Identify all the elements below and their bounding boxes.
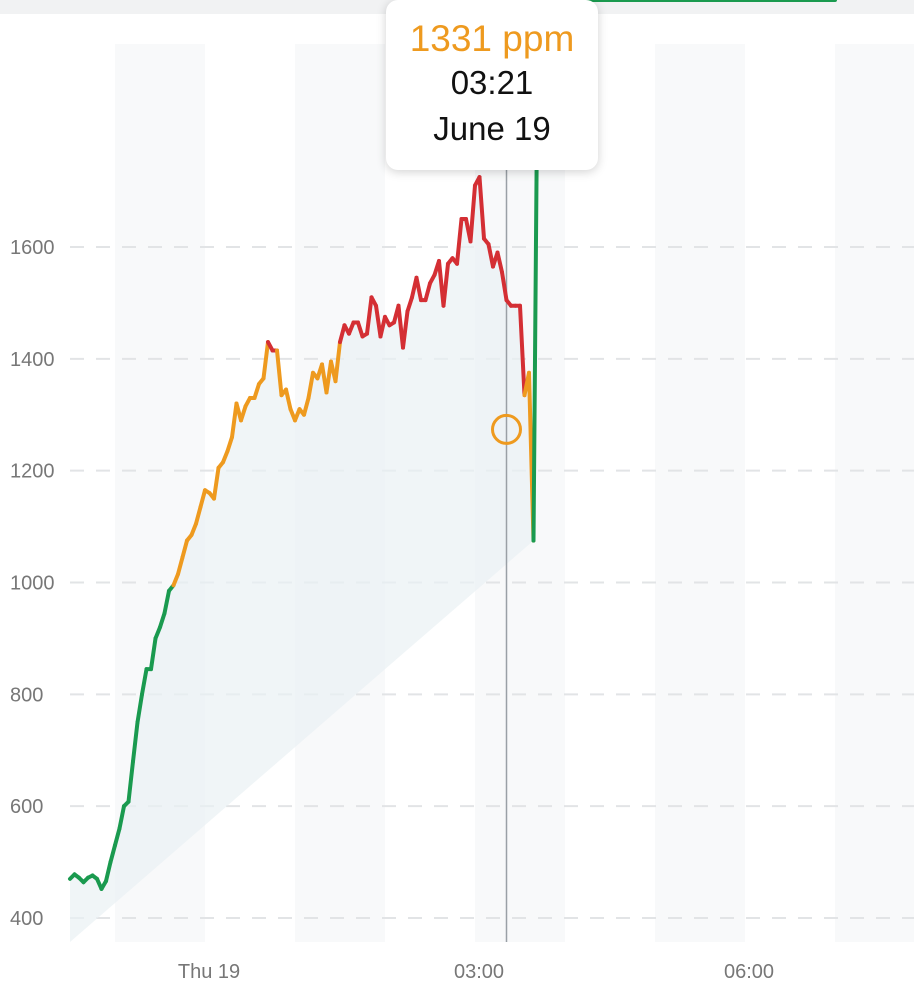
line-segment: [441, 261, 450, 308]
y-tick-label: 400: [10, 908, 43, 930]
line-segment: [401, 309, 410, 350]
tooltip: 1331 ppm 03:21 June 19: [386, 0, 598, 170]
line-segment: [149, 636, 158, 672]
line-segment: [194, 505, 203, 526]
line-segment: [468, 183, 477, 244]
y-tick-label: 600: [10, 796, 43, 818]
x-axis: Thu 19 03:00 06:00: [178, 961, 774, 983]
tooltip-value: 1331 ppm: [409, 18, 575, 59]
tooltip-time: 03:21: [450, 64, 534, 101]
line-segment: [212, 465, 221, 501]
line-segment: [356, 320, 365, 339]
line-segment: [405, 295, 414, 314]
x-tick-label: 03:00: [454, 961, 504, 983]
y-tick-label: 1200: [10, 461, 55, 483]
time-band: [835, 44, 914, 942]
time-band: [655, 44, 745, 942]
line-segment: [104, 860, 113, 884]
line-segment: [333, 340, 342, 384]
highlight-marker: [491, 413, 522, 445]
line-segment: [500, 270, 509, 303]
y-tick-label: 800: [10, 684, 43, 706]
line-segment: [108, 843, 117, 865]
line-segment: [221, 449, 230, 465]
line-segment: [239, 404, 248, 423]
line-segment: [423, 281, 432, 303]
line-segment: [131, 720, 140, 764]
line-segment: [117, 804, 126, 831]
x-tick-label: Thu 19: [178, 961, 240, 983]
line-segment: [455, 217, 464, 266]
line-segment: [176, 555, 185, 577]
tooltip-date: June 19: [433, 110, 551, 147]
line-segment: [113, 826, 122, 848]
line-segment: [230, 401, 239, 440]
line-segment: [180, 538, 189, 560]
y-axis: 400 600 800 1000 1200 1400 1600: [10, 237, 55, 930]
line-segment: [495, 250, 504, 275]
line-segment: [284, 387, 293, 412]
line-segment: [302, 395, 311, 417]
line-segment: [414, 275, 423, 303]
line-segment: [140, 667, 149, 697]
line-segment: [198, 488, 207, 510]
line-segment: [306, 370, 315, 400]
line-segment: [252, 381, 261, 400]
line-segment: [126, 759, 135, 804]
line-segment: [225, 435, 234, 454]
line-segment: [135, 692, 144, 725]
line-segment: [275, 348, 284, 398]
line-segment: [261, 340, 270, 381]
line-segment: [189, 521, 198, 537]
line-segment: [171, 572, 180, 588]
line-segment: [518, 303, 527, 398]
x-tick-label: 06:00: [724, 961, 774, 983]
area-fill: [70, 177, 534, 943]
line-segment: [365, 295, 374, 336]
y-tick-label: 1600: [10, 237, 55, 259]
line-segment: [158, 611, 167, 630]
line-segment: [378, 314, 387, 339]
y-tick-label: 1400: [10, 349, 55, 371]
y-tick-label: 1000: [10, 573, 55, 595]
line-segment: [162, 588, 171, 616]
line-segment: [153, 625, 162, 641]
line-segment: [347, 320, 356, 336]
line-segment: [477, 175, 486, 241]
